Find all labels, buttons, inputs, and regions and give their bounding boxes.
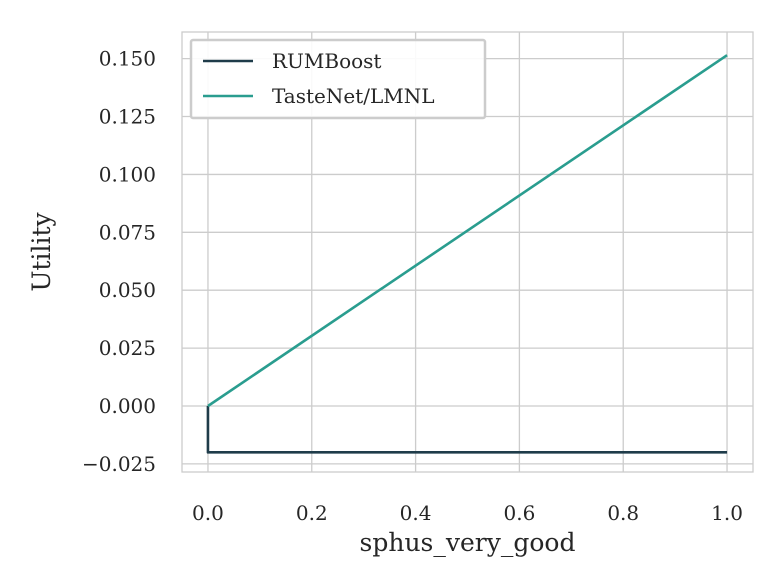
- y-axis-label: Utility: [27, 211, 56, 291]
- x-tick-label: 1.0: [711, 501, 743, 525]
- x-tick-label: 0.2: [296, 501, 328, 525]
- x-tick-label: 0.4: [400, 501, 432, 525]
- y-tick-label: 0.075: [99, 220, 156, 244]
- plot-frame: [181, 31, 754, 473]
- legend: RUMBoost TasteNet/LMNL: [189, 38, 487, 120]
- series-line-1: [207, 54, 728, 408]
- legend-box: [189, 38, 487, 120]
- legend-label-rumboost: RUMBoost: [272, 49, 381, 73]
- y-tick-label: 0.100: [99, 162, 156, 186]
- series-line-0: [206, 406, 728, 454]
- x-tick-label: 0.6: [504, 501, 536, 525]
- x-axis-ticks: 0.0 0.2 0.4 0.6 0.8 1.0: [192, 501, 743, 525]
- x-tick-label: 0.0: [192, 501, 224, 525]
- series-lines: [206, 54, 728, 454]
- y-axis-ticks: −0.025 0.000 0.025 0.050 0.075 0.100 0.125 0.15…: [82, 47, 156, 476]
- y-tick-label: 0.125: [99, 105, 156, 129]
- y-tick-label: 0.025: [99, 336, 156, 360]
- x-tick-label: 0.8: [607, 501, 639, 525]
- x-axis-label: sphus_very_good: [360, 528, 576, 557]
- y-tick-label: −0.025: [82, 452, 156, 476]
- legend-label-tastenet-lmnl: TasteNet/LMNL: [272, 84, 435, 108]
- y-tick-label: 0.050: [99, 278, 156, 302]
- y-tick-label: 0.150: [99, 47, 156, 71]
- y-tick-label: 0.000: [99, 394, 156, 418]
